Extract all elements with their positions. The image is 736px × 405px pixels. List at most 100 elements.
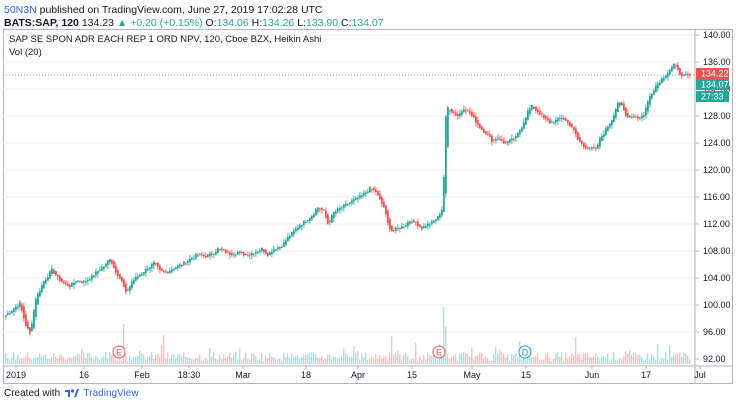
candle-body <box>29 327 31 334</box>
volume-bar <box>433 355 435 364</box>
author-name[interactable]: 50N3N <box>4 4 37 16</box>
candle-body <box>441 209 443 216</box>
volume-bar <box>585 352 587 364</box>
volume-bar <box>477 355 479 364</box>
candle-body <box>293 230 295 235</box>
candle-body <box>639 117 641 119</box>
candle-body <box>679 67 681 75</box>
candle-body <box>499 138 501 141</box>
volume-bar <box>551 360 553 364</box>
volume-bar <box>157 353 159 364</box>
candle-body <box>273 249 275 253</box>
volume-bar <box>543 360 545 364</box>
candle-body <box>93 275 95 278</box>
candle-body <box>593 147 595 149</box>
volume-bar <box>325 358 327 364</box>
volume-bar <box>29 357 31 364</box>
volume-bar <box>319 357 321 364</box>
volume-bar <box>291 353 293 364</box>
candle-body <box>163 270 165 272</box>
volume-bar <box>309 352 311 364</box>
volume-bar <box>159 357 161 364</box>
volume-bar <box>649 360 651 364</box>
volume-bar <box>689 359 691 364</box>
volume-bar <box>369 358 371 364</box>
y-tick-label: 112.00 <box>703 219 730 229</box>
candle-body <box>479 123 481 129</box>
volume-bar <box>11 357 13 364</box>
volume-bar <box>627 354 629 364</box>
candle-body <box>271 252 273 255</box>
candle-body <box>589 148 591 150</box>
volume-bar <box>43 354 45 364</box>
volume-bar <box>595 352 597 364</box>
candle-body <box>115 265 117 273</box>
volume-bar <box>431 355 433 364</box>
volume-bar <box>559 356 561 364</box>
candle-body <box>595 147 597 149</box>
volume-bar <box>361 353 363 364</box>
candle-body <box>411 221 413 223</box>
candle-body <box>687 74 689 76</box>
candle-body <box>11 310 13 314</box>
volume-bar <box>225 357 227 364</box>
candle-body <box>607 126 609 132</box>
volume-bar <box>65 360 67 364</box>
candle-body <box>155 262 157 265</box>
candle-body <box>487 133 489 135</box>
candle-body <box>353 199 355 202</box>
candle-body <box>379 193 381 200</box>
volume-bar <box>557 352 559 364</box>
candle-body <box>389 218 391 229</box>
last-price: 134.23 <box>81 17 114 29</box>
volume-bar <box>19 358 21 364</box>
volume-bar <box>677 353 679 364</box>
candle-body <box>17 306 19 308</box>
volume-bar <box>233 354 235 364</box>
candle-body <box>79 281 81 283</box>
volume-bar <box>423 355 425 364</box>
volume-bar <box>261 353 263 364</box>
candle-body <box>267 252 269 257</box>
candle-body <box>59 275 61 281</box>
volume-bar <box>503 353 505 364</box>
candle-body <box>529 108 531 114</box>
x-tick-label: Feb <box>134 370 150 380</box>
candle-body <box>327 214 329 225</box>
y-tick-label: 136.00 <box>703 57 731 67</box>
volume-bar <box>335 357 337 364</box>
volume-bar <box>389 352 391 364</box>
candle-body <box>383 201 385 208</box>
volume-bar <box>155 354 157 364</box>
volume-bar <box>465 352 467 364</box>
candle-body <box>107 260 109 266</box>
volume-bar <box>57 358 59 364</box>
volume-bar <box>243 358 245 364</box>
volume-bar <box>549 358 551 364</box>
candle-body <box>547 118 549 121</box>
volume-bar <box>255 356 257 364</box>
candle-body <box>649 95 651 105</box>
candle-body <box>573 126 575 130</box>
candle-body <box>477 120 479 125</box>
volume-bar <box>667 360 669 364</box>
candle-body <box>507 141 509 144</box>
tradingview-link[interactable]: TradingView <box>83 388 139 399</box>
candle-body <box>297 227 299 230</box>
volume-bar <box>561 352 563 364</box>
volume-bar <box>185 356 187 364</box>
candle-body <box>407 222 409 227</box>
candle-body <box>61 278 63 282</box>
candle-body <box>611 120 613 126</box>
high-label: H: <box>251 17 263 29</box>
candle-body <box>137 276 139 279</box>
volume-bar <box>77 353 79 364</box>
volume-bar <box>165 358 167 364</box>
x-tick-label: 15 <box>407 370 417 380</box>
volume-bar <box>457 360 459 364</box>
volume-bar <box>545 353 547 364</box>
candle-body <box>347 204 349 206</box>
candle-body <box>371 189 373 191</box>
volume-bar <box>443 307 445 364</box>
